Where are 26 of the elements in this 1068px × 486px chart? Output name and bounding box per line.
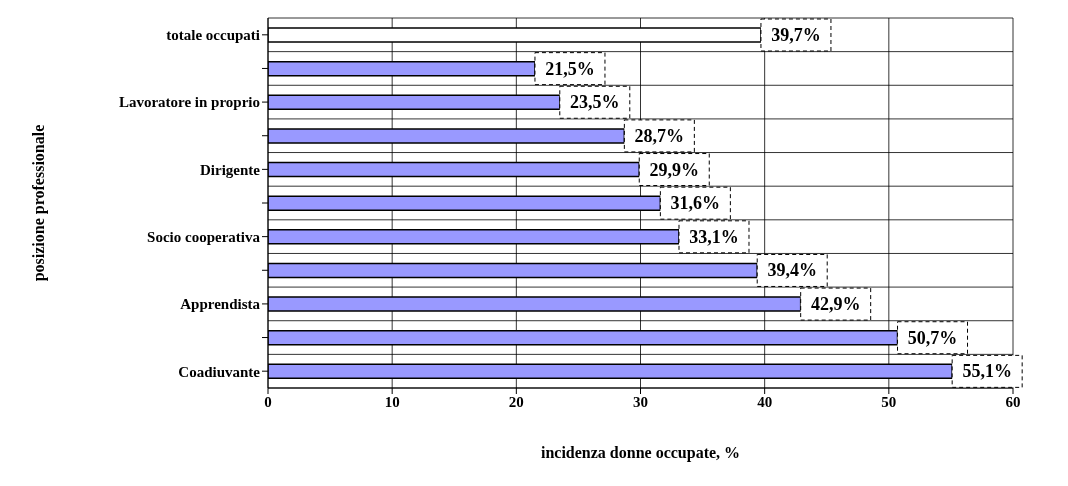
y-axis-title: posizione professionale bbox=[29, 124, 48, 282]
data-label: 29,9% bbox=[649, 159, 700, 180]
data-label: 39,4% bbox=[767, 260, 817, 281]
x-tick-label: 30 bbox=[633, 393, 648, 410]
x-tick-label: 40 bbox=[757, 393, 773, 410]
data-label: 42,9% bbox=[810, 294, 861, 315]
y-tick-label: Dirigente bbox=[200, 161, 261, 178]
y-tick-label: Socio cooperativa bbox=[147, 228, 261, 245]
x-axis-title: incidenza donne occupate, % bbox=[540, 444, 741, 462]
y-tick-label: Apprendista bbox=[180, 296, 261, 313]
data-label: 23,5% bbox=[570, 92, 620, 113]
x-tick-label: 50 bbox=[881, 393, 897, 410]
data-label: 31,6% bbox=[670, 193, 721, 214]
y-tick-label: Coadiuvante bbox=[178, 363, 261, 380]
x-tick-label: 0 bbox=[264, 393, 272, 410]
data-label: 50,7% bbox=[907, 327, 958, 348]
y-tick-label: totale occupati bbox=[166, 27, 260, 44]
x-tick-label: 60 bbox=[1005, 393, 1021, 410]
data-label: 33,1% bbox=[689, 226, 739, 247]
data-label: 39,7% bbox=[771, 25, 821, 45]
data-label: 28,7% bbox=[634, 125, 685, 146]
data-label: 21,5% bbox=[545, 58, 595, 79]
data-label: 55,1% bbox=[962, 361, 1012, 382]
x-tick-label: 20 bbox=[508, 393, 524, 410]
y-tick-label: Lavoratore in proprio bbox=[118, 94, 260, 111]
x-tick-label: 10 bbox=[384, 393, 400, 410]
